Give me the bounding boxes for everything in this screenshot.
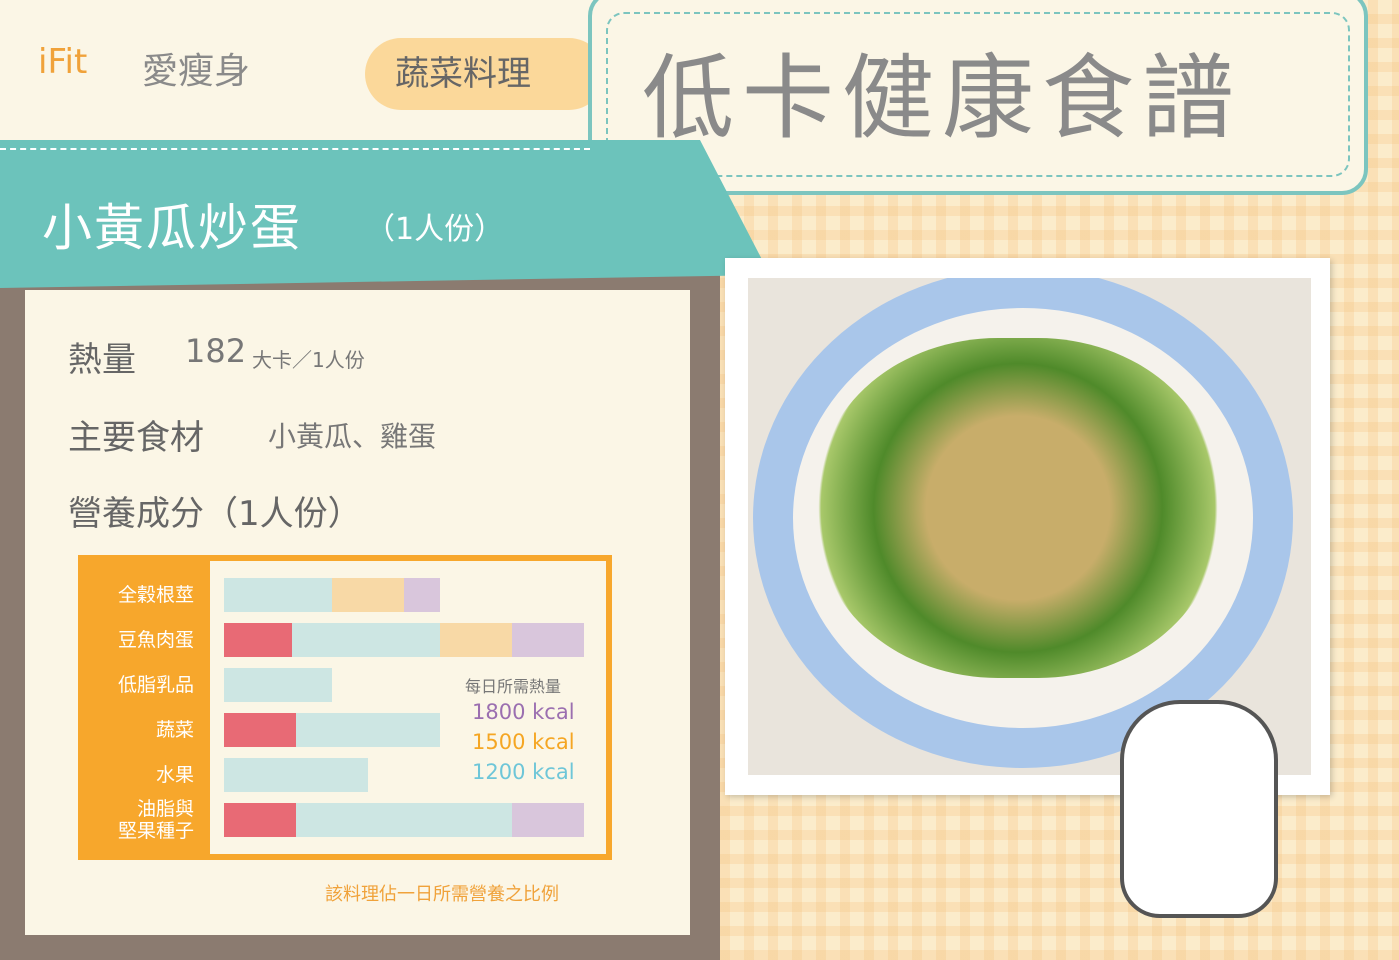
recipe-name: 小黃瓜炒蛋 <box>42 199 302 257</box>
legend-title: 每日所需熱量 <box>465 677 562 696</box>
bar-segment <box>332 578 404 612</box>
ingredients-label: 主要食材 <box>68 418 204 458</box>
nutrition-label: 營養成分（1人份） <box>68 494 362 534</box>
category-label: 蔬菜 <box>155 719 194 741</box>
cat-mascot <box>1120 700 1278 918</box>
bar-segment <box>404 578 440 612</box>
banner: 小黃瓜炒蛋 （1人份） <box>0 140 770 288</box>
calories-label: 熱量 <box>68 340 136 380</box>
ingredients: 小黃瓜、雞蛋 <box>268 420 437 453</box>
serving: （1人份） <box>365 212 505 247</box>
chart-note: 該料理佔一日所需營養之比例 <box>325 884 559 905</box>
bar-segment <box>440 623 512 657</box>
bar-segment <box>224 758 368 792</box>
category-label: 豆魚肉蛋 <box>117 629 194 651</box>
photo <box>748 278 1311 775</box>
category-label: 油脂與 堅果種子 <box>117 798 194 842</box>
legend-entry: 1500 kcal <box>472 730 575 754</box>
portion-bar <box>224 713 296 747</box>
category-pill: 蔬菜料理 <box>365 38 605 110</box>
logo-text: 愛瘦身 <box>142 51 251 92</box>
portion-bar <box>224 623 293 657</box>
portion-bar <box>224 803 296 837</box>
title-box: 低卡健康食譜 <box>588 0 1368 195</box>
legend-entry: 1800 kcal <box>472 700 575 724</box>
category-label: 低脂乳品 <box>117 674 194 696</box>
category-label: 水果 <box>155 764 194 786</box>
calories-value: 182 <box>185 332 247 370</box>
logo-brand: iFit <box>38 42 88 82</box>
category-label: 全穀根莖 <box>117 584 194 606</box>
banner-dash <box>0 148 590 150</box>
main-title: 低卡健康食譜 <box>642 45 1243 152</box>
food <box>818 338 1218 678</box>
calories-unit: 大卡／1人份 <box>252 348 365 372</box>
bar-segment <box>512 623 584 657</box>
bar-segment <box>512 803 584 837</box>
title-dash <box>606 12 1350 177</box>
legend-entry: 1200 kcal <box>472 760 575 784</box>
bar-segment <box>224 668 332 702</box>
bar-segment <box>224 578 332 612</box>
